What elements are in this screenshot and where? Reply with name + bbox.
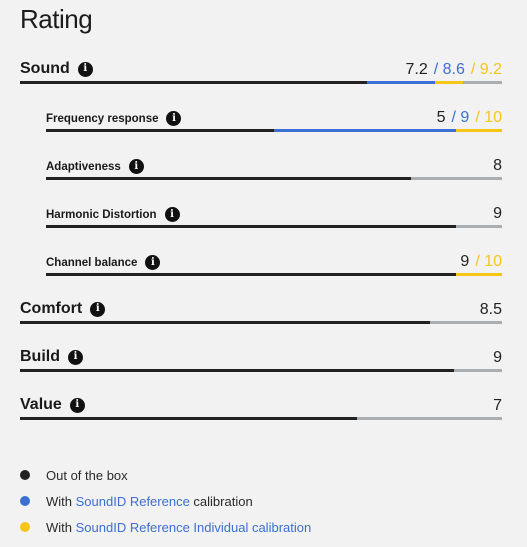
rating-bar-out-of-box (46, 129, 274, 132)
page-title: Rating (20, 4, 93, 34)
rating-label: Build i (20, 348, 83, 366)
rating-label-text: Value (20, 396, 62, 413)
rating-label-text: Comfort (20, 300, 83, 317)
rating-row: Sound i 7.2 / 8.6 / 9.2 (20, 58, 502, 84)
legend-item-out-of-box: Out of the box (20, 462, 311, 488)
rating-bar-out-of-box (46, 225, 457, 228)
individual-dot-icon (20, 522, 30, 532)
rating-scores: 8 (493, 157, 502, 175)
score-out-of-box: 8.5 (479, 301, 502, 318)
rating-row: Adaptiveness i 8 (46, 154, 502, 180)
rating-bar-track (46, 225, 502, 228)
info-icon[interactable]: i (166, 111, 182, 126)
rating-label: Sound i (20, 60, 93, 78)
rating-scores: 7 (493, 397, 502, 415)
score-individual: / 10 (475, 109, 502, 126)
legend-out-of-box-text: Out of the box (46, 467, 128, 483)
rating-bar-reference (274, 129, 457, 132)
score-out-of-box: 9 (493, 349, 502, 366)
info-icon[interactable]: i (90, 301, 106, 317)
rating-row: Channel balance i 9 / 10 (46, 250, 502, 276)
info-icon[interactable]: i (128, 159, 144, 174)
rating-row: Value i 7 (20, 394, 502, 420)
rating-label: Value i (20, 396, 85, 414)
rating-bar-track (46, 129, 502, 132)
out-of-box-dot-icon (20, 470, 30, 480)
score-out-of-box: 7 (493, 397, 502, 414)
rating-bar-reference (367, 81, 435, 84)
rating-label-text: Frequency response (46, 112, 159, 125)
rating-bar-track (46, 273, 502, 276)
rating-label: Harmonic Distortion i (46, 207, 180, 222)
rating-bar-individual (456, 129, 502, 132)
rating-row: Harmonic Distortion i 9 (46, 202, 502, 228)
legend-item-reference: With SoundID Reference calibration (20, 488, 311, 514)
rating-scores: 9 / 10 (460, 253, 502, 271)
legend: Out of the box With SoundID Reference ca… (20, 462, 311, 540)
rating-label: Frequency response i (46, 111, 182, 126)
score-reference: / 8.6 (433, 61, 465, 78)
rating-bar-out-of-box (20, 369, 454, 372)
reference-dot-icon (20, 496, 30, 506)
rating-bar-out-of-box (20, 81, 368, 84)
rating-label-text: Adaptiveness (46, 160, 121, 173)
rating-label: Adaptiveness i (46, 159, 144, 174)
rating-label-text: Channel balance (46, 256, 138, 269)
rating-bar-individual (456, 273, 502, 276)
rating-bar-track (20, 321, 502, 324)
info-icon[interactable]: i (164, 207, 180, 222)
score-out-of-box: 8 (493, 157, 502, 174)
rating-scores: 8.5 (480, 301, 502, 319)
info-icon[interactable]: i (145, 255, 161, 270)
legend-item-individual: With SoundID Reference Individual calibr… (20, 514, 311, 540)
rating-bar-track (46, 177, 502, 180)
legend-reference-prefix: With (46, 493, 76, 509)
rating-bar-out-of-box (46, 273, 457, 276)
rating-scores: 9 (493, 349, 502, 367)
soundid-reference-individual-link[interactable]: SoundID Reference Individual calibration (75, 519, 312, 535)
score-reference: / 9 (451, 109, 470, 126)
rating-row: Build i 9 (20, 346, 502, 372)
legend-individual-prefix: With (46, 519, 76, 535)
rating-scores: 7.2 / 8.6 / 9.2 (405, 61, 502, 79)
legend-reference-suffix: calibration (189, 493, 253, 509)
rating-bar-out-of-box (46, 177, 411, 180)
rating-label-text: Harmonic Distortion (46, 208, 157, 221)
info-icon[interactable]: i (68, 349, 83, 365)
score-out-of-box: 9 (460, 253, 470, 270)
rating-scores: 5 / 9 / 10 (437, 109, 502, 127)
rating-row: Comfort i 8.5 (20, 298, 502, 324)
rating-label-text: Sound (20, 60, 70, 77)
soundid-reference-link[interactable]: SoundID Reference (75, 493, 190, 509)
rating-label: Channel balance i (46, 255, 161, 270)
info-icon[interactable]: i (69, 397, 85, 413)
score-out-of-box: 7.2 (405, 61, 428, 78)
score-individual: / 10 (475, 253, 502, 270)
score-individual: / 9.2 (470, 61, 502, 78)
info-icon[interactable]: i (77, 61, 93, 77)
rating-bar-out-of-box (20, 321, 430, 324)
score-out-of-box: 9 (493, 205, 502, 222)
score-out-of-box: 5 (436, 109, 446, 126)
rating-bar-out-of-box (20, 417, 358, 420)
rating-label: Comfort i (20, 300, 106, 318)
rating-row: Frequency response i 5 / 9 / 10 (46, 106, 502, 132)
rating-bar-track (20, 81, 502, 84)
rating-bar-track (20, 417, 502, 420)
rating-bar-track (20, 369, 502, 372)
rating-bar-individual (434, 81, 464, 84)
rating-scores: 9 (493, 205, 502, 223)
rating-label-text: Build (20, 348, 60, 365)
